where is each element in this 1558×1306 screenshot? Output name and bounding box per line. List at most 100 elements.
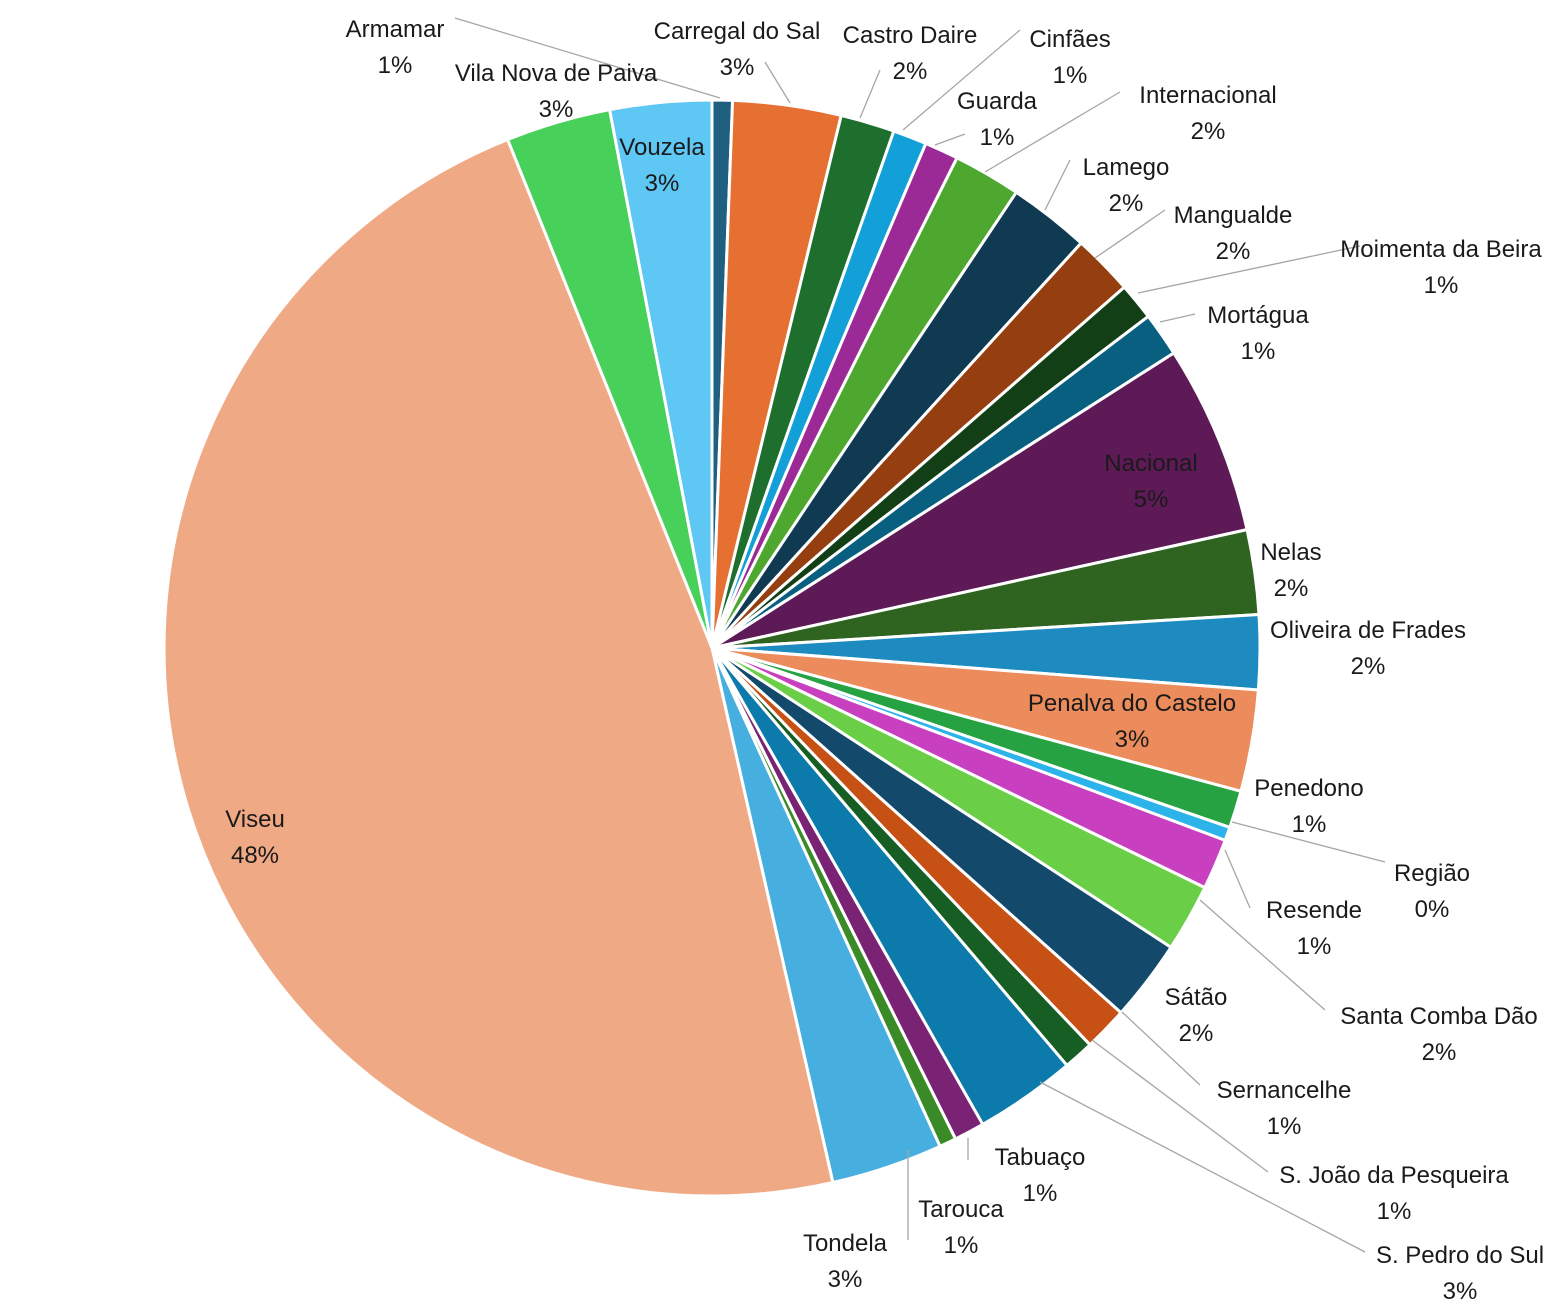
slice-label-penalva-do-castelo: Penalva do Castelo 3% <box>1028 690 1236 753</box>
slice-label-vouzela: Vouzela 3% <box>619 134 705 197</box>
slice-category-name: Nelas <box>1260 539 1321 566</box>
slice-label-oliveira-de-frades: Oliveira de Frades 2% <box>1270 617 1466 680</box>
slice-category-name: Resende <box>1266 897 1362 924</box>
slice-category-name: Penedono <box>1254 775 1363 802</box>
slice-label-resende: Resende 1% <box>1266 897 1362 960</box>
slice-label-tondela: Tondela 3% <box>803 1230 888 1293</box>
leader-line-sernancelhe <box>1121 1011 1201 1086</box>
slice-category-name: Tarouca <box>918 1196 1004 1223</box>
slice-category-name: Mangualde <box>1174 202 1293 229</box>
slice-category-name: Lamego <box>1083 154 1170 181</box>
slice-label-nelas: Nelas 2% <box>1260 539 1321 602</box>
slice-label-s-joao-da-pesqueira: S. João da Pesqueira 1% <box>1279 1162 1509 1225</box>
pie-slice-viseu <box>162 138 835 1198</box>
slice-category-name: Penalva do Castelo <box>1028 690 1236 717</box>
slice-category-name: Santa Comba Dão <box>1340 1003 1537 1030</box>
leader-line-s-joao-da-pesqueira <box>1091 1039 1269 1173</box>
slice-label-satao: Sátão 2% <box>1165 984 1228 1047</box>
slice-category-name: Região <box>1394 860 1470 887</box>
slice-percent-label: 3% <box>720 54 755 81</box>
leader-lines <box>454 17 1386 1253</box>
slice-label-sernancelhe: Sernancelhe 1% <box>1217 1077 1352 1140</box>
slice-label-cinfaes: Cinfães 1% <box>1029 26 1110 89</box>
leader-line-guarda <box>934 133 966 146</box>
slice-percent-label: 48% <box>231 842 279 869</box>
leader-line-internacional <box>984 91 1121 173</box>
slice-percent-label: 2% <box>1179 1020 1214 1047</box>
leader-line-castro-daire <box>859 69 881 119</box>
slice-label-santa-comba-dao: Santa Comba Dão 2% <box>1340 1003 1537 1066</box>
leader-line-mortagua <box>1159 313 1196 323</box>
slice-percent-label: 1% <box>1053 62 1088 89</box>
pie-slice-nacional <box>710 351 1249 650</box>
slice-percent-label: 2% <box>1274 575 1309 602</box>
slice-percent-label: 2% <box>1351 653 1386 680</box>
slice-category-name: Tondela <box>803 1230 888 1257</box>
slice-label-internacional: Internacional 2% <box>1139 82 1276 145</box>
slice-category-name: Cinfães <box>1029 26 1110 53</box>
slice-category-name: Guarda <box>957 88 1038 115</box>
leader-line-armamar <box>454 17 721 99</box>
slice-category-name: S. Pedro do Sul <box>1376 1242 1544 1269</box>
slice-percent-label: 2% <box>893 58 928 85</box>
slice-category-name: Sernancelhe <box>1217 1077 1352 1104</box>
slice-percent-label: 1% <box>1424 272 1459 299</box>
slice-label-mangualde: Mangualde 2% <box>1174 202 1293 265</box>
slice-category-name: Vouzela <box>619 134 705 161</box>
pie-slices <box>162 98 1262 1198</box>
slice-percent-label: 1% <box>1377 1198 1412 1225</box>
slice-label-mortagua: Mortágua 1% <box>1207 302 1309 365</box>
slice-label-tarouca: Tarouca 1% <box>918 1196 1004 1259</box>
slice-label-viseu: Viseu 48% <box>225 806 285 869</box>
leader-line-regiao <box>1231 821 1386 863</box>
slice-percent-label: 2% <box>1109 190 1144 217</box>
slice-category-name: Carregal do Sal <box>654 18 821 45</box>
slice-percent-label: 3% <box>828 1266 863 1293</box>
leader-line-cinfaes <box>902 29 1021 131</box>
slice-percent-label: 3% <box>539 96 574 123</box>
leader-line-s-pedro-do-sul <box>1039 1081 1366 1253</box>
slice-percent-label: 2% <box>1422 1039 1457 1066</box>
slice-category-name: Tabuaço <box>995 1144 1086 1171</box>
slice-percent-label: 1% <box>1297 933 1332 960</box>
leader-line-carregal-do-sal <box>764 61 791 104</box>
leader-line-lamego <box>1044 159 1071 211</box>
slice-category-name: Vila Nova de Paiva <box>455 60 658 87</box>
slice-category-name: Nacional <box>1104 450 1197 477</box>
slice-percent-label: 1% <box>944 1232 979 1259</box>
leader-line-moimenta-da-beira <box>1137 245 1361 294</box>
leader-line-resende <box>1224 849 1251 909</box>
slice-label-castro-daire: Castro Daire 2% <box>843 22 978 85</box>
leader-line-mangualde <box>1094 209 1166 259</box>
slice-label-nacional: Nacional 5% <box>1104 450 1197 513</box>
slice-label-s-pedro-do-sul: S. Pedro do Sul 3% <box>1376 1242 1544 1305</box>
slice-category-name: Mortágua <box>1207 302 1309 329</box>
slice-label-vila-nova-de-paiva: Vila Nova de Paiva 3% <box>455 60 658 123</box>
slice-percent-label: 3% <box>645 170 680 197</box>
slice-percent-label: 3% <box>1443 1278 1478 1305</box>
slice-label-tabuaco: Tabuaço 1% <box>995 1144 1086 1207</box>
slice-category-name: S. João da Pesqueira <box>1279 1162 1509 1189</box>
slice-percent-label: 0% <box>1415 896 1450 923</box>
slice-label-guarda: Guarda 1% <box>957 88 1038 151</box>
slice-label-penedono: Penedono 1% <box>1254 775 1363 838</box>
slice-percent-label: 1% <box>1267 1113 1302 1140</box>
slice-label-regiao: Região 0% <box>1394 860 1470 923</box>
leader-line-santa-comba-dao <box>1199 899 1326 1011</box>
slice-percent-label: 2% <box>1191 118 1226 145</box>
slice-percent-label: 1% <box>1292 811 1327 838</box>
slice-category-name: Sátão <box>1165 984 1228 1011</box>
slice-label-moimenta-da-beira: Moimenta da Beira 1% <box>1340 236 1542 299</box>
slice-percent-label: 5% <box>1134 486 1169 513</box>
slice-percent-label: 1% <box>1241 338 1276 365</box>
slice-percent-label: 3% <box>1115 726 1150 753</box>
slice-category-name: Moimenta da Beira <box>1340 236 1542 263</box>
slice-category-name: Viseu <box>225 806 285 833</box>
slice-label-lamego: Lamego 2% <box>1083 154 1170 217</box>
slice-category-name: Oliveira de Frades <box>1270 617 1466 644</box>
slice-label-carregal-do-sal: Carregal do Sal 3% <box>654 18 821 81</box>
pie-slice-vouzela <box>608 98 714 650</box>
slice-percent-label: 2% <box>1216 238 1251 265</box>
slice-category-name: Armamar <box>346 16 445 43</box>
